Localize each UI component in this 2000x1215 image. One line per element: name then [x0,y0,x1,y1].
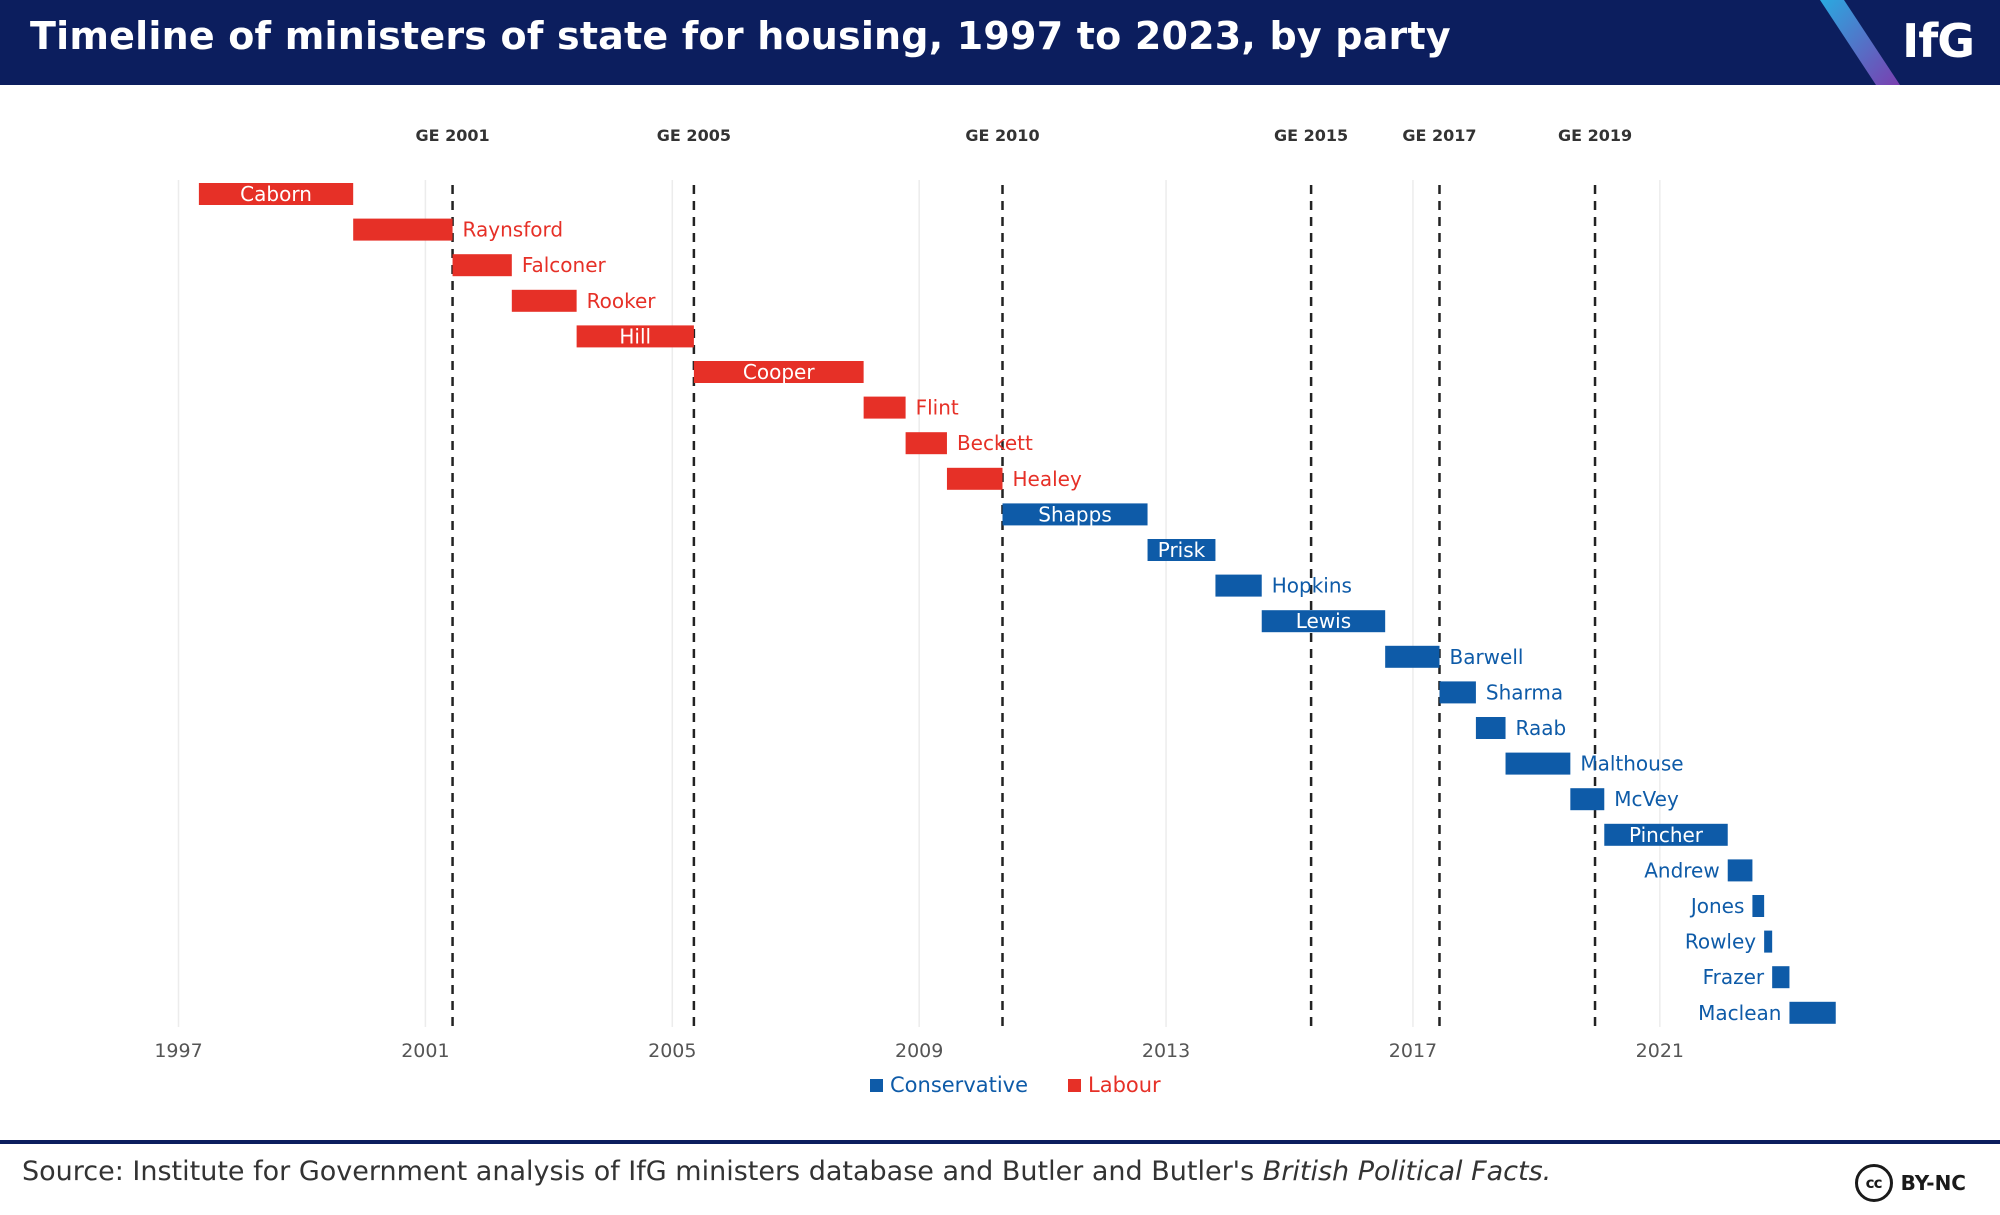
minister-bar [353,218,453,241]
minister-label: Rooker [587,289,657,313]
chart-header: Timeline of ministers of state for housi… [0,0,2000,85]
minister-label: Raab [1516,716,1567,740]
minister-bar [1475,717,1506,739]
minister-bar [198,183,354,205]
minister-bar [1570,788,1605,811]
minister-bar [1789,1001,1836,1024]
x-tick-label: 2021 [1636,1040,1684,1062]
minister-bar [1002,503,1148,526]
minister-bar [511,289,577,312]
chart-title: Timeline of ministers of state for housi… [30,14,1451,58]
minister-label: Hopkins [1272,574,1352,598]
minister-bar [1505,752,1571,775]
x-tick-label: 2009 [895,1040,943,1062]
minister-bar [1752,895,1765,917]
x-tick-label: 2017 [1389,1040,1437,1062]
minister-bar [1215,574,1262,597]
minister-bar [576,325,694,348]
minister-bar [946,467,1003,490]
header-accent-stripe [1820,0,1900,85]
license-badge: cc BY-NC [1854,1161,1966,1205]
election-label: GE 2010 [965,126,1039,145]
minister-bar [693,361,864,383]
legend-swatch [870,1079,883,1092]
legend-label: Labour [1088,1073,1161,1097]
x-tick-label: 2013 [1142,1040,1190,1062]
minister-bar [1147,539,1216,561]
minister-label: Rowley [1685,930,1756,954]
legend-swatch [1068,1079,1081,1092]
minister-label: Sharma [1486,680,1563,704]
minister-label: McVey [1614,787,1679,811]
election-label: GE 2001 [415,126,489,145]
minister-label: Pincher [1629,823,1704,847]
minister-label: Flint [916,396,959,420]
minister-label: Hill [619,324,651,348]
minister-label: Barwell [1449,645,1523,669]
cc-icon: cc [1854,1164,1893,1202]
election-label: GE 2017 [1402,126,1476,145]
ifg-logo: IfG [1902,14,1975,68]
source-note: Source: Institute for Government analysi… [22,1156,1551,1187]
minister-label: Falconer [522,253,607,277]
minister-label: Malthouse [1580,752,1683,776]
minister-bar [1727,859,1753,882]
minister-bar [1261,610,1386,633]
footer-divider [0,1140,2000,1144]
legend-label: Conservative [890,1073,1028,1097]
minister-label: Andrew [1644,858,1720,882]
election-label: GE 2019 [1558,126,1632,145]
minister-label: Caborn [240,182,312,206]
minister-bar [863,396,906,419]
minister-label: Jones [1689,894,1745,918]
minister-label: Cooper [743,360,815,384]
election-label: GE 2015 [1274,126,1348,145]
minister-bar [1439,681,1476,704]
source-book-title: British Political Facts. [1262,1156,1552,1187]
x-tick-label: 1997 [154,1040,202,1062]
x-tick-label: 2005 [648,1040,696,1062]
minister-bar [452,254,512,277]
minister-label: Raynsford [463,218,564,242]
source-text: Source: Institute for Government analysi… [22,1156,1263,1187]
minister-bar [1772,966,1790,989]
election-label: GE 2005 [657,126,731,145]
minister-label: Healey [1013,467,1082,491]
minister-bar [1764,930,1773,953]
timeline-chart: 1997 2001 2005 2009 2013 2017 2021 GE 2001 GE 20… [154,126,1836,1097]
minister-label: Shapps [1038,502,1111,526]
minister-label: Lewis [1296,609,1351,633]
license-text: BY-NC [1900,1171,1966,1195]
minister-label: Frazer [1703,965,1765,989]
x-tick-label: 2001 [401,1040,449,1062]
minister-bar [905,432,947,455]
minister-label: Maclean [1698,1001,1781,1025]
minister-bar [1385,645,1440,668]
minister-label: Prisk [1158,538,1206,562]
minister-label: Beckett [957,431,1033,455]
minister-bar [1604,823,1728,846]
